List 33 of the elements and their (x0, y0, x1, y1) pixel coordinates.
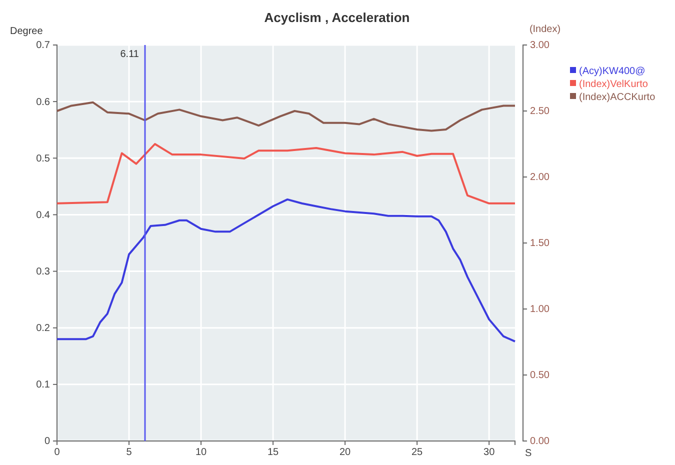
legend-label: (Index)VelKurto (579, 79, 648, 90)
y2-tick-label: 1.00 (530, 304, 550, 316)
chart-title: Acyclism , Acceleration (264, 10, 410, 25)
x-tick-label: 15 (267, 447, 280, 458)
x-axis-title: S (525, 448, 532, 459)
x-tick-label: 20 (339, 447, 352, 458)
ref-line-label: 6.11 (120, 49, 140, 60)
line-series (56, 198, 516, 342)
y-tick-label: 0 (44, 436, 50, 448)
y2-axis-title: (Index) (529, 24, 561, 35)
x-tick-label: 10 (195, 447, 208, 458)
y-tick-label: 0.6 (36, 96, 50, 108)
y-tick-label: 0.7 (36, 40, 50, 52)
legend-label: (Acy)KW400@ (579, 66, 646, 77)
legend-label: (Index)ACCKurto (579, 92, 656, 103)
y2-tick-label: 1.50 (530, 238, 550, 250)
y2-tick-label: 3.00 (530, 40, 550, 52)
y-tick-label: 0.3 (36, 266, 50, 278)
x-tick-label: 30 (484, 447, 496, 458)
y-tick-label: 0.1 (36, 380, 50, 391)
y-tick-label: 0.5 (36, 153, 50, 164)
line-series (56, 101, 516, 132)
x-tick-label: 25 (412, 447, 424, 458)
y-tick-label: 0.2 (36, 323, 50, 334)
x-tick-label: 5 (126, 447, 132, 458)
y-tick-label: 0.4 (36, 210, 50, 221)
x-tick-label: 0 (54, 447, 60, 458)
y2-tick-label: 2.00 (530, 172, 550, 184)
y2-tick-label: 0.50 (530, 370, 550, 382)
y-axis-title: Degree (10, 26, 44, 37)
y2-tick-label: 0.00 (530, 436, 550, 448)
line-series (56, 143, 516, 204)
y2-tick-label: 2.50 (530, 106, 550, 118)
